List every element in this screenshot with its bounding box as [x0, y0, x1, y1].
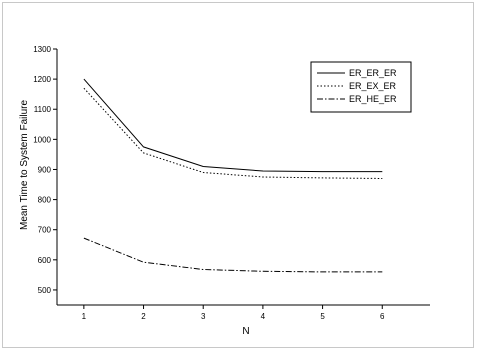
x-axis-label: N — [242, 326, 249, 337]
y-tick-label: 900 — [38, 165, 52, 174]
y-tick-label: 500 — [38, 286, 52, 295]
legend-label: ER_HE_ER — [349, 94, 397, 104]
series-line-er-he-er — [83, 237, 383, 273]
series-layer — [83, 78, 383, 273]
y-tick-label: 1300 — [33, 45, 51, 54]
x-tick-label: 2 — [141, 312, 146, 321]
x-axis: 1 2 3 4 5 6 — [57, 304, 430, 321]
x-tick-label: 3 — [201, 312, 206, 321]
legend-label: ER_EX_ER — [349, 81, 397, 91]
legend-box — [310, 61, 412, 113]
legend-label: ER_ER_ER — [349, 68, 397, 78]
y-tick-label: 700 — [38, 226, 52, 235]
x-tick-label: 6 — [380, 312, 385, 321]
series-line-er-ex-er — [83, 87, 383, 179]
y-tick-label: 1100 — [34, 105, 52, 114]
legend: ER_ER_ER ER_EX_ER ER_HE_ER — [310, 61, 412, 113]
y-tick-label: 800 — [38, 196, 52, 205]
y-tick-label: 1000 — [33, 135, 51, 144]
y-tick-label: 600 — [38, 256, 52, 265]
x-tick-label: 5 — [320, 312, 325, 321]
y-axis: 500 600 700 800 900 1000 1100 1200 1300 — [33, 45, 58, 305]
x-tick-label: 1 — [82, 312, 87, 321]
x-tick-label: 4 — [261, 312, 266, 321]
y-tick-label: 1200 — [33, 75, 51, 84]
series-line-er-er-er — [83, 78, 383, 173]
y-axis-label: Mean Time to System Failure — [19, 100, 30, 230]
